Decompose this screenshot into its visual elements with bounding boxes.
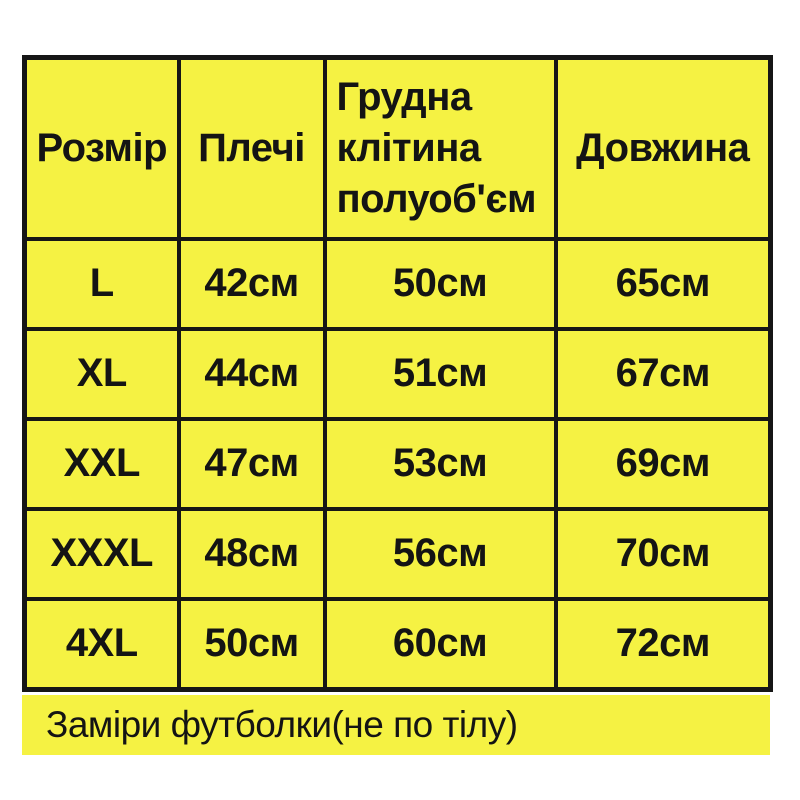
shoulders-cell: 44см [176,327,327,421]
size-cell: L [22,237,181,331]
length-cell: 67см [553,327,773,421]
size-cell: XXL [22,417,181,511]
header-length: Довжина [553,55,773,241]
length-cell: 70см [553,507,773,601]
size-cell: 4XL [22,597,181,692]
table-row-xxl: XXL 47см 53см 69см [22,417,773,511]
chest-cell: 51см [322,327,558,421]
size-cell: XL [22,327,181,421]
header-shoulders: Плечі [176,55,327,241]
table-row-l: L 42см 50см 65см [22,237,773,331]
chest-cell: 56см [322,507,558,601]
shoulders-cell: 47см [176,417,327,511]
shoulders-cell: 48см [176,507,327,601]
chest-cell: 60см [322,597,558,692]
size-chart-table: Розмір Плечі Грудна клітина полуоб'єм До… [22,55,773,692]
shoulders-cell: 42см [176,237,327,331]
measurement-note: Заміри футболки(не по тілу) [22,695,770,755]
table-row-xl: XL 44см 51см 67см [22,327,773,421]
chest-cell: 50см [322,237,558,331]
length-cell: 72см [553,597,773,692]
length-cell: 69см [553,417,773,511]
header-chest: Грудна клітина полуоб'єм [322,55,558,241]
size-cell: XXXL [22,507,181,601]
chest-cell: 53см [322,417,558,511]
header-row: Розмір Плечі Грудна клітина полуоб'єм До… [22,55,773,241]
shoulders-cell: 50см [176,597,327,692]
table-row-4xl: 4XL 50см 60см 72см [22,597,773,692]
length-cell: 65см [553,237,773,331]
table-row-xxxl: XXXL 48см 56см 70см [22,507,773,601]
header-size: Розмір [22,55,181,241]
